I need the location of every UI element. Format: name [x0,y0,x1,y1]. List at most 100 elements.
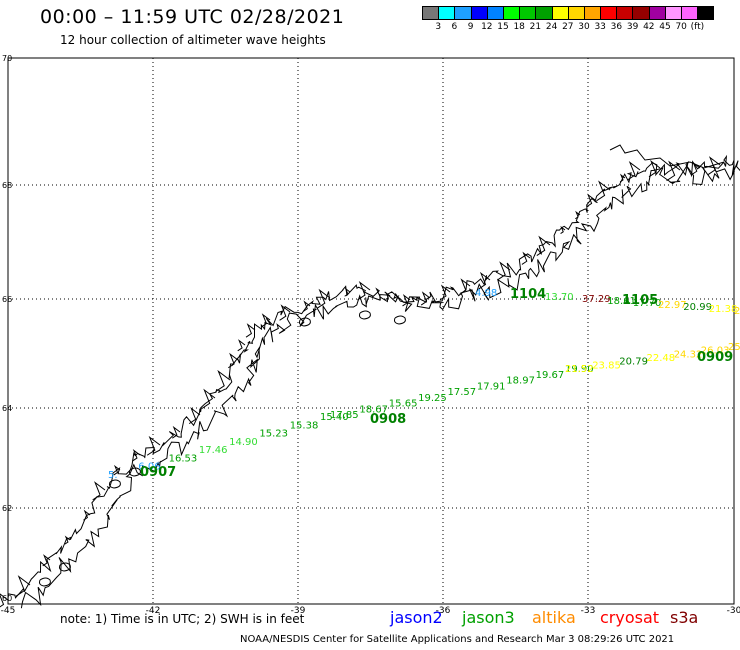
island [109,479,121,489]
wave-height-value: 18.61 [607,296,636,307]
lat-label: 66 [2,295,12,304]
wave-height-value: 19.25 [418,393,447,404]
wave-height-value: 23.85 [592,360,621,371]
track-time-label: 0908 [370,412,406,427]
fjord [596,180,611,202]
wave-height-value: 13.70 [545,292,574,303]
scale-label: 70 [675,22,687,32]
wave-height-value: 17.70 [633,298,662,309]
wave-height-value: 17.46 [199,445,228,456]
greenland-coastline [0,144,740,609]
track-time-label: 0909 [697,350,733,365]
wave-height-value: 19.67 [536,370,565,381]
legend-altika: altika [532,608,576,627]
fjord [245,323,256,338]
lon-label: -45 [1,606,16,616]
island [129,467,141,477]
lon-label: -33 [581,606,596,616]
lon-label: -39 [291,606,306,616]
axis-labels: 70 68 66 64 62 60 -45 -42 -39 -36 -33 -30 [1,54,740,616]
fjord [586,193,596,208]
wave-height-value: 21.52 [565,364,594,375]
island [394,315,406,325]
wave-height-value: 19.90 [565,364,594,375]
scale-label: 42 [643,22,655,32]
scale-label: 27 [562,22,574,32]
island [299,317,311,327]
scale-label: 39 [626,22,639,32]
fjord [92,481,106,501]
fjord [521,251,531,265]
island [39,577,51,587]
wave-height-value: 14.90 [229,437,258,448]
fjord [113,464,121,476]
scale-label: 3 [435,22,442,32]
wave-height-value: 20.99 [683,302,712,313]
fjord [497,261,511,281]
track-time-label: 1104 [510,287,546,302]
wave-height-value: 15.40 [320,412,349,423]
fjord [402,294,411,307]
fjord [64,535,71,545]
scale-label: 21 [529,22,542,32]
fjord [575,210,581,220]
lat-label: 62 [2,504,12,513]
fjord [215,369,231,393]
fjord [560,225,566,234]
lon-label: -42 [146,606,161,616]
fjord [171,425,181,439]
wave-height-value: 26.03 [701,346,730,357]
fjord [188,407,201,425]
fjord [357,280,371,301]
fjord [302,300,311,312]
wave-height-value: 17.57 [448,387,477,398]
fjord [344,287,351,297]
fjord [146,435,161,456]
credit-line: NOAA/NESDIS Center for Satellite Applica… [240,634,675,645]
scale-label: 33 [594,22,606,32]
track-time-label: 1105 [622,293,658,308]
lat-label: 70 [2,54,12,63]
fjord [459,278,471,295]
island [59,562,71,572]
wave-height-value: 4.98 [475,288,497,299]
fjord [228,352,239,369]
fjord [237,339,246,352]
scale-label: 18 [513,22,525,32]
wave-height-value: 21.38 [709,304,738,315]
fjord [627,160,641,181]
fjord [691,161,701,175]
wave-height-value: 15.65 [389,399,418,410]
wave-height-value: 22.48 [647,353,676,364]
coastline-inner-path [20,160,740,609]
coastline-north [609,144,725,169]
scale-label: 45 [659,22,671,32]
wave-height-value: 5. [108,470,118,481]
scale-label: 30 [578,22,590,32]
fjord [260,313,271,328]
island [359,310,371,320]
scale-label: 24 [545,22,558,32]
fjord [15,575,31,597]
legend-s3a: s3a [670,608,699,627]
map-frame [7,57,735,605]
scale-label: (ft) [690,22,705,32]
color-scale [422,6,715,20]
coastline-path [7,154,735,601]
lat-label: 64 [2,404,12,413]
lon-label: -36 [436,606,451,616]
wave-height-value: 20.79 [619,357,648,368]
wave-height-value: 18.67 [359,404,388,415]
wave-height-value: 17.91 [477,381,506,392]
fjord [279,304,291,321]
wave-height-value: 16.53 [169,453,198,464]
fjord [385,291,391,300]
lon-label: -30 [727,606,740,616]
wave-height-value: 18.97 [506,376,535,387]
fjord [83,509,91,521]
fjord [536,235,551,256]
fjord [648,159,661,178]
scale-label: 15 [497,22,509,32]
